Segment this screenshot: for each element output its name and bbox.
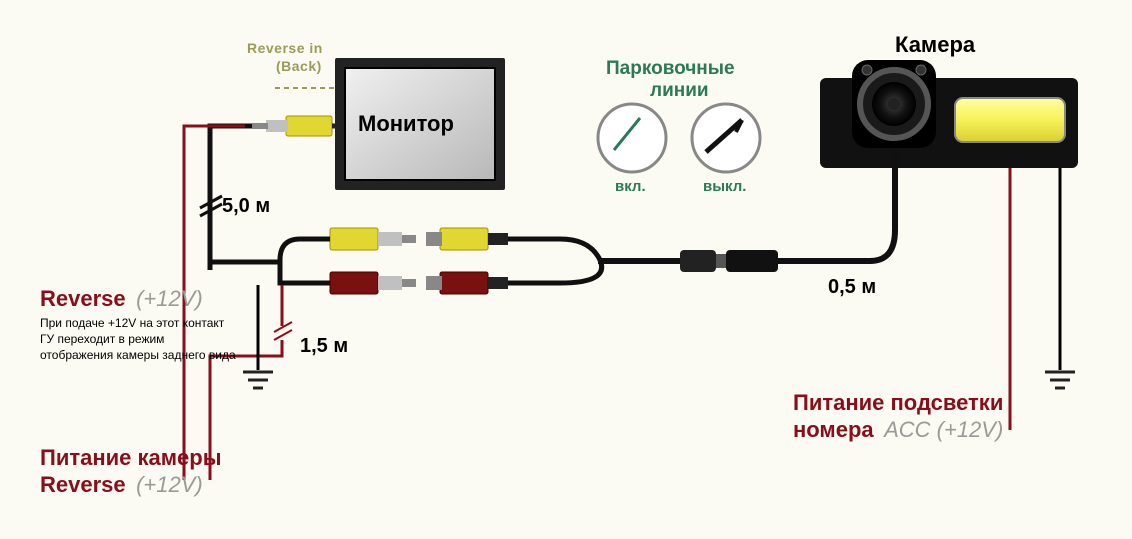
power-camera-2a: Reverse [40, 472, 126, 497]
reverse-12v-block: Reverse (+12V) [40, 286, 203, 312]
camera-label: Камера [895, 32, 975, 58]
parking-title-2: линии [650, 80, 709, 102]
rca-red-pair [330, 272, 508, 294]
plate-power-2a: номера [793, 417, 874, 442]
note-line-1: При подаче +12V на этот контакт [40, 316, 224, 330]
length-50: 5,0 м [222, 195, 270, 218]
reverse-label: Reverse [40, 286, 126, 311]
parking-circle-on [598, 104, 666, 172]
plate-power-2b: ACC (+12V) [884, 417, 1003, 442]
inline-connector [680, 250, 778, 272]
ground-right [1045, 372, 1075, 388]
plate-power-1: Питание подсветки [793, 390, 1003, 416]
reverse-in-label-2: (Back) [276, 58, 322, 74]
power-camera-2v: (+12V) [136, 472, 203, 497]
reverse-volt: (+12V) [136, 286, 203, 311]
length-05: 0,5 м [828, 276, 876, 299]
ground-left [243, 372, 273, 388]
rca-yellow-pair [330, 228, 508, 250]
parking-off-label: выкл. [703, 178, 746, 195]
parking-on-label: вкл. [615, 178, 646, 195]
monitor-label: Монитор [358, 111, 454, 137]
note-line-2: ГУ переходит в режим [40, 332, 164, 346]
parking-circle-off [692, 104, 760, 172]
length-15: 1,5 м [300, 335, 348, 358]
note-line-3: отображения камеры заднего вида [40, 348, 236, 362]
power-camera-1: Питание камеры [40, 445, 222, 471]
plate-power-2: номера ACC (+12V) [793, 417, 1003, 443]
power-camera-2: Reverse (+12V) [40, 472, 203, 498]
rca-yellow-monitor [252, 116, 340, 136]
camera-shape [820, 60, 1078, 168]
parking-title-1: Парковочные [606, 58, 735, 80]
reverse-in-label-1: Reverse in [247, 40, 323, 56]
